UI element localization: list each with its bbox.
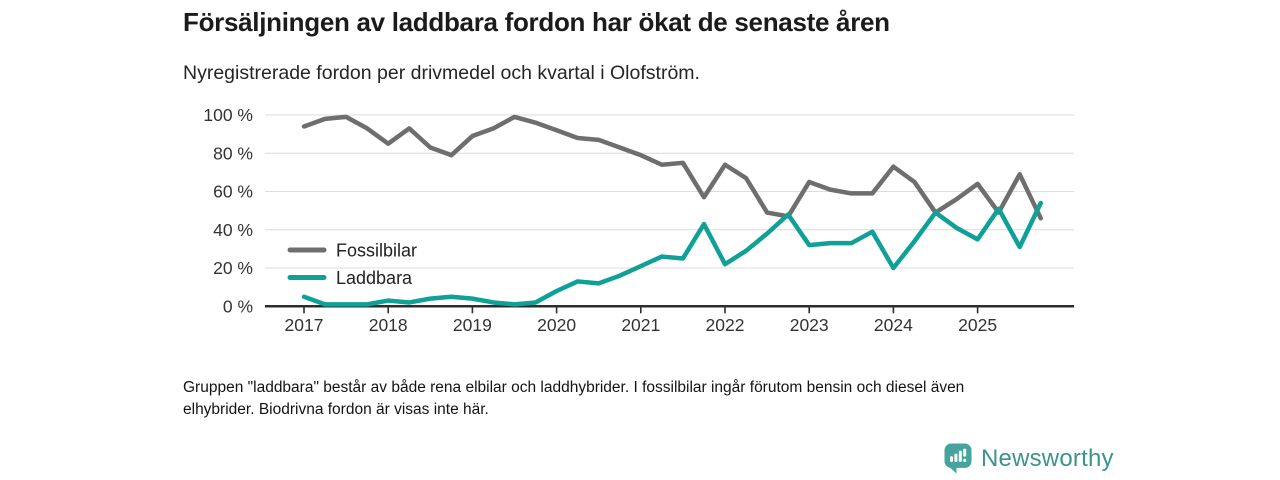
x-tick-label: 2019 — [453, 315, 492, 335]
y-tick-label: 40 % — [213, 220, 253, 240]
x-tick-label: 2022 — [706, 315, 745, 335]
y-tick-label: 0 % — [223, 297, 253, 317]
legend-item-fossilbilar: Fossilbilar — [287, 240, 417, 260]
series-line-laddbara — [301, 200, 1043, 307]
newsworthy-pin-icon — [944, 443, 972, 474]
footnote-line-2: elhybrider. Biodrivna fordon är visas in… — [183, 400, 489, 418]
y-tick-label: 80 % — [213, 143, 253, 163]
series-line-fossilbilar — [301, 114, 1043, 221]
x-tick-label: 2021 — [621, 315, 660, 335]
newsworthy-logo[interactable]: Newsworthy — [944, 443, 1114, 474]
y-tick-label: 100 % — [203, 105, 253, 125]
x-tick-label: 2025 — [958, 315, 997, 335]
x-tick-label: 2023 — [790, 315, 829, 335]
x-tick-label: 2024 — [874, 315, 913, 335]
newsworthy-wordmark: Newsworthy — [981, 444, 1114, 472]
y-tick-label: 60 % — [213, 182, 253, 202]
chart-footnote: Gruppen "laddbara" består av både rena e… — [183, 377, 964, 420]
legend-label: Laddbara — [336, 268, 413, 288]
y-tick-label: 20 % — [213, 258, 253, 278]
legend-label: Fossilbilar — [336, 240, 417, 260]
chart-title: Försäljningen av laddbara fordon har öka… — [183, 7, 890, 37]
x-tick-label: 2020 — [537, 315, 576, 335]
x-tick-label: 2018 — [369, 315, 408, 335]
chart-subtitle: Nyregistrerade fordon per drivmedel och … — [183, 62, 700, 84]
footnote-line-1: Gruppen "laddbara" består av både rena e… — [183, 379, 965, 396]
x-tick-label: 2017 — [285, 315, 324, 335]
x-axis: 2017 2018 2019 2020 2021 2022 2023 2024 2025 — [285, 306, 997, 335]
legend-item-laddbara: Laddbara — [287, 268, 413, 288]
gridlines-and-y-axis: 0 % 20 % 40 % 60 % 80 % 100 % — [203, 105, 1074, 317]
